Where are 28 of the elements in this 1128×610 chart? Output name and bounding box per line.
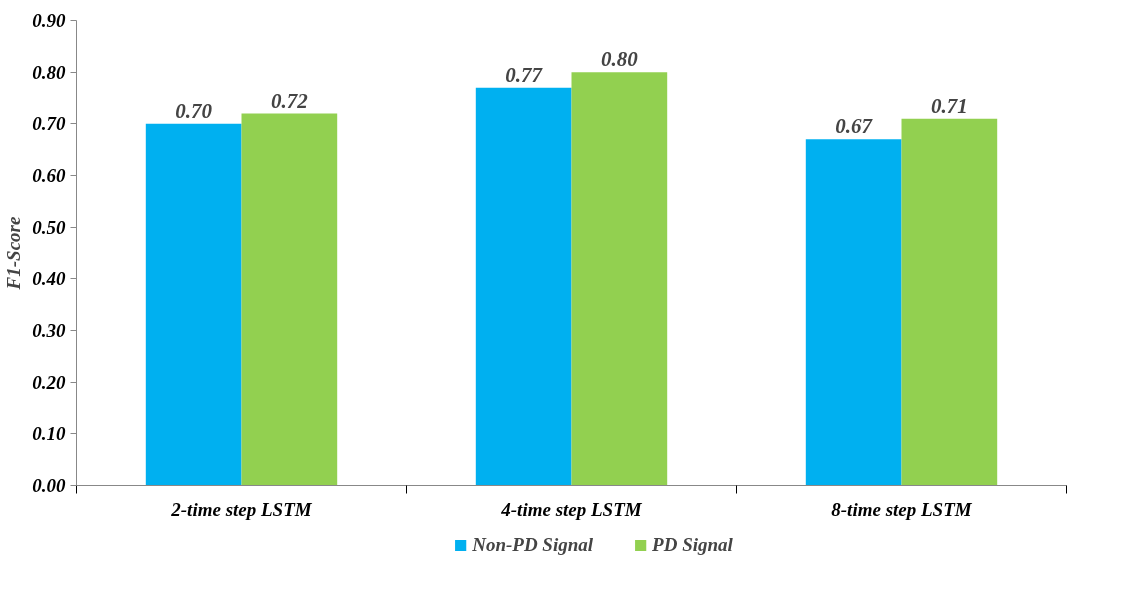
y-tick-label: 0.80	[32, 61, 66, 83]
y-tick-label: 0.10	[32, 423, 66, 445]
bar	[145, 123, 242, 486]
y-tick-label: 0.40	[32, 268, 66, 290]
y-tick-label: 0.00	[32, 475, 66, 496]
y-tick-label: 0.30	[32, 320, 66, 341]
y-tick-label: 0.70	[32, 113, 66, 135]
x-tick-label: 4-time step LSTM	[500, 498, 643, 520]
data-label: 0.67	[835, 114, 874, 139]
y-tick-label: 0.60	[32, 165, 66, 186]
data-label: 0.80	[600, 47, 639, 72]
bar	[241, 113, 338, 486]
data-label: 0.72	[270, 88, 309, 113]
legend-label: Non-PD Signal	[472, 533, 594, 556]
y-axis-title: F1-Score	[3, 216, 25, 291]
x-tick-label: 8-time step LSTM	[831, 498, 973, 520]
legend-label: PD Signal	[652, 533, 733, 556]
data-label: 0.77	[505, 62, 544, 87]
bar	[571, 72, 668, 486]
bar	[805, 139, 902, 486]
x-tick-label: 2-time step LSTM	[170, 498, 313, 520]
y-tick-label: 0.50	[32, 216, 66, 238]
y-tick-label: 0.90	[32, 10, 66, 31]
data-label: 0.71	[930, 93, 968, 118]
bar	[475, 87, 572, 486]
y-tick-label: 0.20	[32, 371, 66, 393]
data-label: 0.70	[175, 98, 213, 123]
bar	[901, 118, 998, 486]
